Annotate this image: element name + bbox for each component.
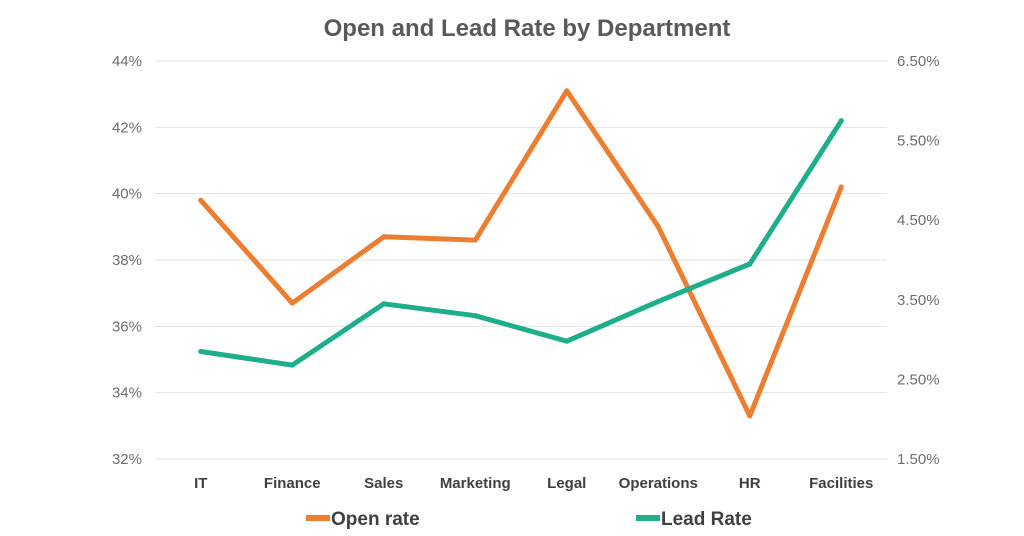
data-point bbox=[198, 349, 204, 355]
data-point bbox=[198, 197, 204, 203]
data-point bbox=[655, 298, 661, 304]
right-axis-tick-label: 1.50% bbox=[897, 451, 940, 468]
left-axis-tick-label: 36% bbox=[112, 318, 142, 335]
legend: Open rate Lead Rate bbox=[306, 509, 752, 530]
left-axis-tick-label: 34% bbox=[112, 385, 142, 402]
data-point bbox=[381, 301, 387, 307]
left-axis-tick-label: 44% bbox=[112, 53, 142, 70]
category-label: IT bbox=[194, 475, 207, 492]
series-lines bbox=[198, 88, 844, 419]
data-point bbox=[564, 338, 570, 344]
legend-label-open-rate: Open rate bbox=[331, 509, 420, 530]
right-axis-tick-label: 5.50% bbox=[897, 133, 940, 150]
category-label: Sales bbox=[364, 475, 403, 492]
data-point bbox=[838, 184, 844, 190]
category-label: Legal bbox=[547, 475, 586, 492]
left-axis-tick-label: 42% bbox=[112, 119, 142, 136]
right-axis-tick-label: 4.50% bbox=[897, 212, 940, 229]
gridlines bbox=[155, 60, 887, 460]
series-line-lead-rate bbox=[198, 118, 844, 368]
right-axis-ticks: 1.50% 2.50% 3.50% 4.50% 5.50% 6.50% bbox=[897, 53, 940, 468]
data-point bbox=[838, 118, 844, 124]
series-line-open-rate bbox=[198, 88, 844, 419]
data-point bbox=[472, 237, 478, 243]
category-axis: IT Finance Sales Marketing Legal Operations HR… bbox=[194, 475, 873, 492]
data-point bbox=[289, 300, 295, 306]
left-axis-tick-label: 32% bbox=[112, 451, 142, 468]
right-axis-tick-label: 2.50% bbox=[897, 371, 940, 388]
data-point bbox=[655, 224, 661, 230]
chart-title: Open and Lead Rate by Department bbox=[324, 15, 731, 42]
data-point bbox=[564, 88, 570, 94]
left-axis-tick-label: 38% bbox=[112, 252, 142, 269]
right-axis-tick-label: 6.50% bbox=[897, 53, 940, 70]
data-point bbox=[472, 313, 478, 319]
left-axis-ticks: 32% 34% 36% 38% 40% 42% 44% bbox=[112, 53, 142, 468]
category-label: HR bbox=[739, 475, 761, 492]
category-label: Marketing bbox=[440, 475, 511, 492]
data-point bbox=[289, 362, 295, 368]
right-axis-tick-label: 3.50% bbox=[897, 292, 940, 309]
left-axis-tick-label: 40% bbox=[112, 186, 142, 203]
data-point bbox=[381, 234, 387, 240]
legend-item-open-rate: Open rate bbox=[306, 509, 420, 530]
legend-label-lead-rate: Lead Rate bbox=[661, 509, 752, 530]
category-label: Finance bbox=[264, 475, 321, 492]
data-point bbox=[747, 413, 753, 419]
data-point bbox=[747, 261, 753, 267]
category-label: Operations bbox=[619, 475, 698, 492]
legend-item-lead-rate: Lead Rate bbox=[636, 509, 752, 530]
category-label: Facilities bbox=[809, 475, 873, 492]
